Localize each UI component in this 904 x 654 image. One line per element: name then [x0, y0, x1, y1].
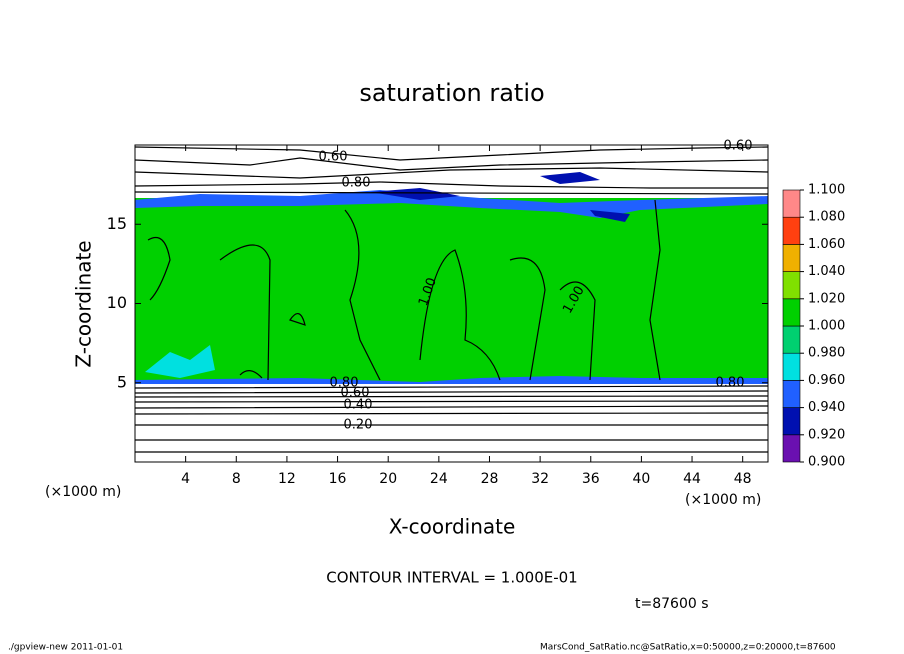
x-tick-label: 32: [531, 471, 549, 487]
chart-title: saturation ratio: [359, 79, 544, 107]
colorbar-label: 1.080: [808, 210, 845, 225]
lower-band: [135, 376, 768, 384]
colorbar-label: 1.040: [808, 264, 845, 279]
x-tick-label: 8: [232, 471, 241, 487]
x-axis-label: X-coordinate: [389, 515, 516, 539]
contour-label: 0.80: [330, 376, 359, 391]
colorbar-label: 1.100: [808, 183, 845, 198]
x-tick-label: 44: [683, 471, 701, 487]
y-tick-label: 15: [107, 214, 127, 233]
colorbar-band: [782, 216, 801, 245]
colorbar-band: [782, 189, 801, 218]
x-tick-label: 4: [181, 471, 190, 487]
contour-label: 0.80: [342, 176, 371, 191]
colorbar-label: 0.980: [808, 346, 845, 361]
x-tick-label: 28: [481, 471, 499, 487]
field: [134, 146, 769, 453]
x-tick-label: 12: [278, 471, 296, 487]
colorbar-band: [782, 325, 801, 354]
x-tick-label: 36: [582, 471, 600, 487]
colorbar-band: [782, 298, 801, 327]
time-label: t=87600 s: [635, 596, 709, 612]
footer: ./gpview-new 2011-01-01: [8, 643, 123, 653]
colorbar-label: 0.920: [808, 427, 845, 442]
colorbar-label: 0.960: [808, 373, 845, 388]
contour-label: 0.60: [341, 386, 370, 401]
y-tick-label: 5: [117, 372, 127, 391]
footer: MarsCond_SatRatio.nc@SatRatio,x=0:50000,…: [540, 643, 836, 653]
colorbar-label: 0.900: [808, 455, 845, 470]
edge-patch: [145, 345, 215, 378]
contour-interval: CONTOUR INTERVAL = 1.000E-01: [326, 569, 577, 587]
subsaturated-patch: [370, 172, 630, 222]
x-unit-label: (×1000 m): [685, 492, 761, 508]
contour-label: 0.20: [344, 418, 373, 433]
x-tick-label: 24: [430, 471, 448, 487]
colorbar-band: [782, 407, 801, 436]
saturated-region: [135, 198, 768, 383]
x-unit-label: (×1000 m): [45, 484, 121, 500]
colorbar-label: 0.940: [808, 400, 845, 415]
x-tick-label: 40: [632, 471, 650, 487]
colorbar-band: [782, 352, 801, 381]
colorbar-label: 1.000: [808, 319, 845, 334]
y-tick-label: 10: [107, 293, 127, 312]
x-tick-label: 20: [379, 471, 397, 487]
contour-label: 0.80: [716, 376, 745, 391]
contour-label: 0.60: [319, 150, 348, 165]
colorbar-label: 1.060: [808, 237, 845, 252]
contour-label: 0.60: [724, 139, 753, 154]
colorbar-band: [782, 244, 801, 272]
colorbar-band: [782, 434, 801, 463]
y-axis-label: Z-coordinate: [72, 240, 96, 367]
colorbar-label: 1.020: [808, 291, 845, 306]
subsaturated-band: [135, 190, 768, 218]
contour-label: 0.40: [344, 398, 373, 413]
colorbar-band: [782, 271, 801, 300]
x-tick-label: 16: [329, 471, 347, 487]
colorbar-band: [782, 380, 801, 408]
x-tick-label: 48: [734, 471, 752, 487]
